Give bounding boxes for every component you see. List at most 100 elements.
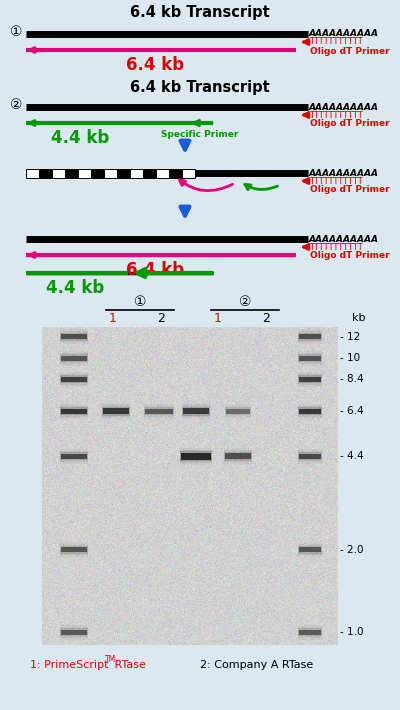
Text: ①: ① — [10, 25, 22, 39]
Bar — [61, 356, 87, 361]
Bar — [298, 373, 322, 385]
Bar — [117, 168, 130, 178]
Text: AAAAAAAAAA: AAAAAAAAAA — [309, 168, 379, 178]
Text: - 12: - 12 — [340, 332, 360, 342]
Text: 2: 2 — [262, 312, 270, 324]
Bar — [180, 447, 212, 464]
Text: 4.4 kb: 4.4 kb — [46, 279, 104, 297]
Bar — [298, 371, 322, 386]
Bar — [104, 168, 117, 178]
Bar — [60, 375, 88, 383]
Bar — [298, 452, 322, 460]
Bar — [130, 168, 143, 178]
Bar — [182, 403, 210, 420]
Text: 1: 1 — [214, 312, 222, 324]
Bar — [60, 625, 88, 640]
Text: ①: ① — [134, 295, 146, 309]
Text: Oligo dT Primer: Oligo dT Primer — [310, 251, 390, 261]
Bar — [60, 628, 88, 636]
Text: ②: ② — [10, 98, 22, 112]
Text: TTTTTTTTTTT: TTTTTTTTTTT — [309, 38, 363, 46]
Bar — [299, 630, 321, 635]
Text: RTase: RTase — [111, 660, 146, 670]
Text: 1: PrimeScript: 1: PrimeScript — [30, 660, 108, 670]
Bar — [225, 408, 251, 415]
Bar — [298, 331, 322, 342]
Bar — [60, 353, 88, 364]
Text: 2: Company A RTase: 2: Company A RTase — [200, 660, 313, 670]
Bar — [61, 376, 87, 381]
Bar — [224, 450, 252, 462]
Bar — [103, 408, 129, 415]
Bar — [61, 454, 87, 459]
Text: - 8.4: - 8.4 — [340, 374, 364, 384]
Bar — [65, 168, 78, 178]
Bar — [299, 334, 321, 339]
Bar — [181, 452, 211, 459]
Bar — [298, 329, 322, 344]
Bar — [298, 354, 322, 362]
Bar — [144, 406, 174, 417]
Bar — [26, 168, 39, 178]
Bar — [102, 405, 130, 417]
Text: AAAAAAAAAA: AAAAAAAAAA — [309, 30, 379, 38]
Bar — [60, 404, 88, 419]
Bar — [61, 630, 87, 635]
Text: Oligo dT Primer: Oligo dT Primer — [310, 46, 390, 55]
Bar — [226, 409, 250, 414]
Bar — [224, 452, 252, 461]
Bar — [298, 542, 322, 557]
Text: Oligo dT Primer: Oligo dT Primer — [310, 119, 390, 129]
Bar — [298, 627, 322, 638]
Text: 2: 2 — [157, 312, 165, 324]
Text: Oligo dT Primer: Oligo dT Primer — [310, 185, 390, 195]
Text: TM: TM — [105, 655, 116, 665]
Bar — [60, 542, 88, 557]
Bar — [182, 407, 210, 416]
Bar — [224, 448, 252, 464]
Text: TTTTTTTTTTT: TTTTTTTTTTT — [309, 111, 363, 119]
Text: kb: kb — [352, 313, 366, 323]
Text: Specific Primer: Specific Primer — [161, 130, 239, 139]
Bar — [102, 407, 130, 416]
Bar — [156, 168, 169, 178]
Bar — [298, 449, 322, 464]
Bar — [299, 547, 321, 552]
Bar — [225, 404, 251, 419]
Text: AAAAAAAAAA: AAAAAAAAAA — [309, 234, 379, 244]
Bar — [298, 375, 322, 383]
Bar — [225, 406, 251, 417]
Bar — [60, 371, 88, 386]
Text: - 4.4: - 4.4 — [340, 451, 364, 461]
Bar — [298, 628, 322, 636]
Bar — [60, 545, 88, 555]
Bar — [299, 454, 321, 459]
Bar — [298, 351, 322, 366]
Bar — [60, 449, 88, 464]
Bar — [299, 356, 321, 361]
Bar — [298, 546, 322, 554]
Bar — [298, 625, 322, 640]
Bar — [298, 545, 322, 555]
Text: 1: 1 — [109, 312, 117, 324]
Text: 6.4 kb: 6.4 kb — [126, 56, 184, 74]
Bar — [60, 373, 88, 385]
Bar — [60, 354, 88, 362]
Text: ②: ② — [239, 295, 251, 309]
Bar — [145, 409, 173, 414]
Bar — [60, 451, 88, 462]
Bar — [298, 406, 322, 417]
Bar — [60, 408, 88, 415]
Text: TTTTTTTTTTT: TTTTTTTTTTT — [309, 243, 363, 251]
Bar — [298, 408, 322, 415]
Bar — [60, 332, 88, 341]
Bar — [298, 353, 322, 364]
Bar — [144, 408, 174, 415]
Bar — [60, 546, 88, 554]
Bar — [78, 168, 91, 178]
Bar — [61, 409, 87, 414]
Text: 6.4 kb Transcript: 6.4 kb Transcript — [130, 5, 270, 20]
Bar — [52, 168, 65, 178]
Text: - 1.0: - 1.0 — [340, 628, 364, 638]
Bar — [182, 168, 195, 178]
